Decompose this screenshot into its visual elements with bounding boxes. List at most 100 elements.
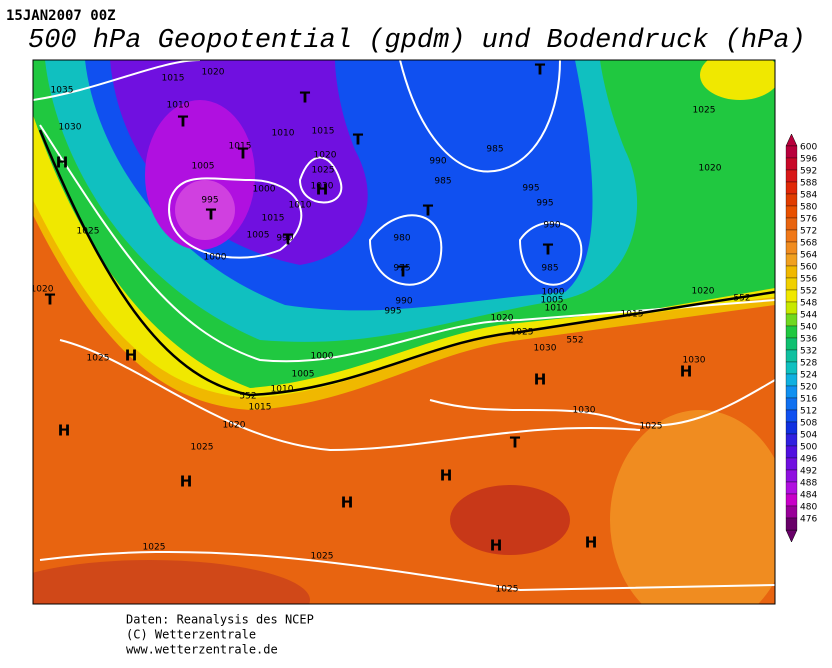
colorbar-tick-label: 556 [800, 275, 817, 285]
isobar-label: 1015 [312, 127, 335, 137]
pressure-center: T [543, 241, 554, 259]
isobar-label: 1015 [229, 142, 252, 152]
colorbar-tick-label: 564 [800, 251, 817, 261]
pressure-center: H [58, 422, 71, 440]
isobar-label: 1010 [272, 129, 295, 139]
colorbar-swatch [785, 517, 798, 531]
isobar-label: 985 [434, 177, 451, 187]
pressure-center: H [125, 347, 138, 365]
isobar-label: 1000 [542, 288, 565, 298]
colorbar-tick-label: 596 [800, 155, 817, 165]
isobar-label: 1025 [511, 328, 534, 338]
isobar-label: 1020 [491, 314, 514, 324]
colorbar-swatch [785, 457, 798, 471]
colorbar-tick-label: 528 [800, 359, 817, 369]
isobar-label: 990 [276, 234, 293, 244]
isobar-label: 552 [733, 294, 750, 304]
colorbar-tick-label: 560 [800, 263, 817, 273]
colorbar-tick-label: 508 [800, 419, 817, 429]
pressure-center: T [178, 113, 189, 131]
isobar-label: 990 [429, 157, 446, 167]
colorbar-cap [785, 529, 798, 543]
colorbar-tick-label: 588 [800, 179, 817, 189]
colorbar-tick-label: 540 [800, 323, 817, 333]
colorbar-tick-label: 484 [800, 491, 817, 501]
colorbar-swatch [785, 241, 798, 255]
isobar-label: 1020 [692, 287, 715, 297]
colorbar-swatch [785, 265, 798, 279]
isobar-label: 1020 [699, 164, 722, 174]
colorbar-cap [785, 133, 798, 147]
map-date: 15JAN2007 00Z [6, 8, 116, 24]
map-frame [32, 59, 776, 605]
colorbar-tick-label: 500 [800, 443, 817, 453]
colorbar-tick-label: 492 [800, 467, 817, 477]
isobar-label: 1005 [292, 370, 315, 380]
isobar-label: 985 [541, 264, 558, 274]
colorbar-tick-label: 548 [800, 299, 817, 309]
isobar-label: 990 [395, 297, 412, 307]
colorbar-swatch [785, 289, 798, 303]
isobar-label: 552 [239, 392, 256, 402]
isobar-label: 1025 [693, 106, 716, 116]
pressure-center: T [238, 145, 249, 163]
pressure-center: T [510, 434, 521, 452]
colorbar-swatch [785, 409, 798, 423]
colorbar-tick-label: 568 [800, 239, 817, 249]
colorbar-tick-label: 504 [800, 431, 817, 441]
colorbar-tick-label: 544 [800, 311, 817, 321]
colorbar-tick-label: 476 [800, 515, 817, 525]
isobar-label: 552 [566, 336, 583, 346]
colorbar-tick-label: 488 [800, 479, 817, 489]
colorbar-swatch [785, 433, 798, 447]
colorbar-swatch [785, 421, 798, 435]
colorbar-tick-label: 600 [800, 143, 817, 153]
colorbar-swatch [785, 373, 798, 387]
isobar-label: 1000 [311, 352, 334, 362]
pressure-center: T [283, 231, 294, 249]
pressure-center: H [490, 537, 503, 555]
colorbar-tick-label: 480 [800, 503, 817, 513]
colorbar-swatch [785, 337, 798, 351]
pressure-center: H [341, 494, 354, 512]
pressure-center: T [535, 61, 546, 79]
colorbar-swatch [785, 445, 798, 459]
pressure-center: H [440, 467, 453, 485]
isobar-label: 1025 [87, 354, 110, 364]
colorbar-swatch [785, 181, 798, 195]
colorbar-swatch [785, 205, 798, 219]
colorbar-swatch [785, 313, 798, 327]
isobar-label: 995 [522, 184, 539, 194]
isobar-label: 985 [486, 145, 503, 155]
isobar-label: 1020 [314, 151, 337, 161]
isobar-label: 980 [393, 234, 410, 244]
colorbar-swatch [785, 361, 798, 375]
isobar-label: 995 [201, 196, 218, 206]
isobars [33, 60, 775, 592]
isobar-label: 1020 [31, 285, 54, 295]
isobar-label: 995 [384, 307, 401, 317]
isobar-label: 1010 [271, 385, 294, 395]
isobar-label: 990 [543, 221, 560, 231]
isobar-label: 1025 [77, 227, 100, 237]
colorbar-tick-label: 552 [800, 287, 817, 297]
colorbar-swatch [785, 277, 798, 291]
colorbar-tick-label: 524 [800, 371, 817, 381]
isobar-label: 1025 [496, 585, 519, 595]
contour-552 [38, 129, 775, 397]
colorbar-swatch [785, 157, 798, 171]
isobar-label: 1000 [253, 185, 276, 195]
isobar-label: 1030 [311, 182, 334, 192]
colorbar-tick-label: 580 [800, 203, 817, 213]
pressure-center: T [398, 263, 409, 281]
isobar-label: 1000 [204, 253, 227, 263]
pressure-center: H [180, 473, 193, 491]
colorbar-swatch [785, 229, 798, 243]
pressure-center: H [585, 534, 598, 552]
isobar-label: 1025 [312, 166, 335, 176]
colorbar-tick-label: 532 [800, 347, 817, 357]
colorbar-swatch [785, 253, 798, 267]
